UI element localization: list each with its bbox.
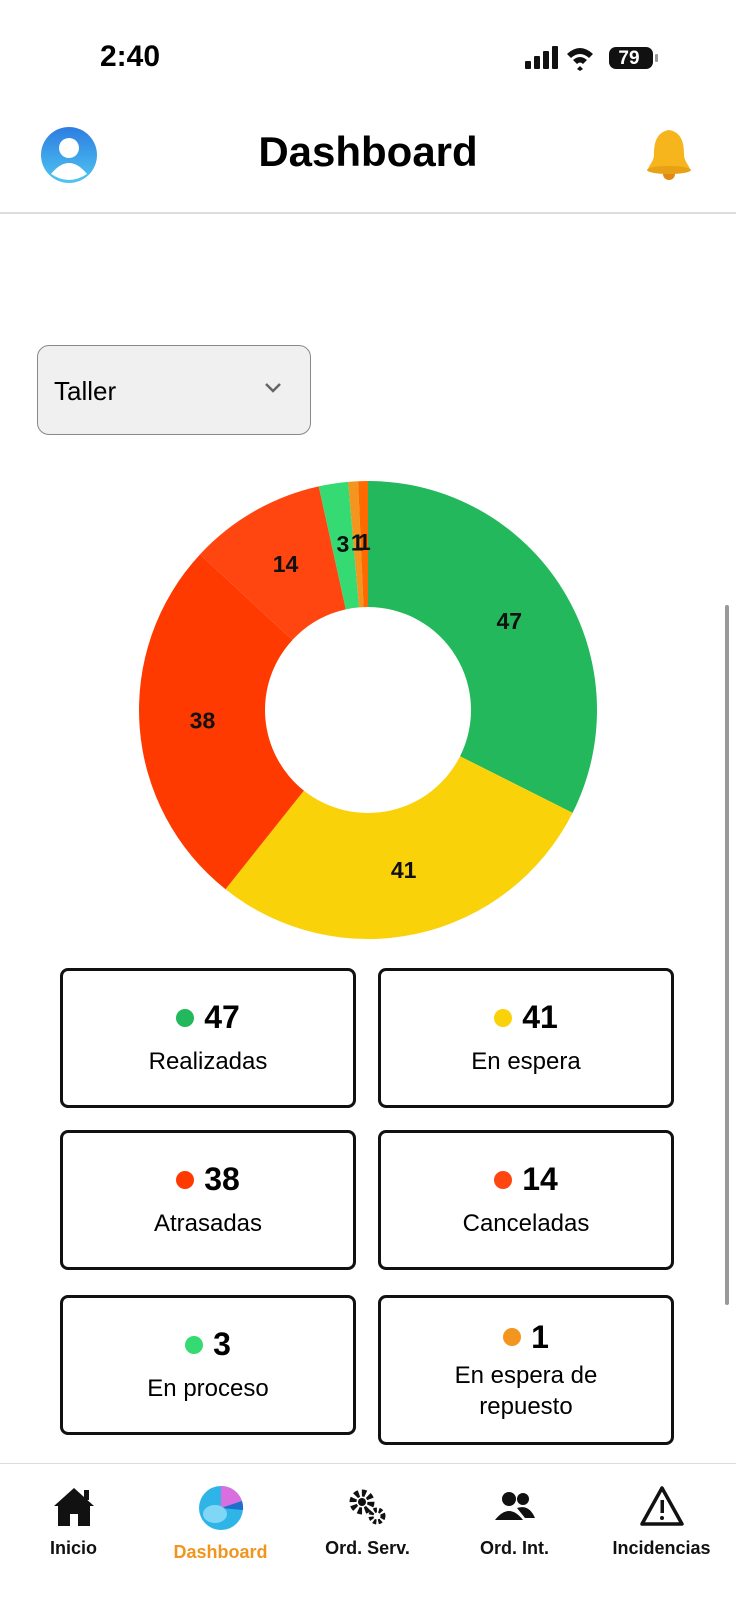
card-value-row: 41 <box>494 999 558 1036</box>
card-label: En proceso <box>147 1375 269 1402</box>
nav-item[interactable]: Incidencias <box>588 1470 735 1559</box>
nav-icon <box>53 1488 94 1526</box>
donut-slice <box>200 486 346 640</box>
card-dot <box>176 1170 195 1189</box>
scrollbar <box>725 605 729 1305</box>
card-value-row: 14 <box>494 1161 558 1198</box>
card-label: Canceladas <box>462 1210 590 1237</box>
slice-label: 41 <box>391 857 417 883</box>
card-value: 47 <box>204 999 240 1035</box>
donut-slice <box>139 554 304 890</box>
status-card[interactable]: 47 Realizadas <box>60 968 356 1108</box>
nav-label: Ord. Serv. <box>325 1538 410 1558</box>
status-card[interactable]: 41 En espera <box>378 968 674 1108</box>
nav-item[interactable]: Ord. Int. <box>441 1470 588 1559</box>
card-dot <box>503 1328 522 1346</box>
nav-icon <box>639 1486 684 1526</box>
card-label: En espera <box>471 1048 581 1075</box>
card-value-row: 3 <box>185 1326 231 1363</box>
card-value: 41 <box>522 999 558 1035</box>
status-card[interactable]: 38 Atrasadas <box>60 1130 356 1270</box>
nav-icon <box>349 1489 385 1525</box>
donut-slice <box>318 481 360 610</box>
slice-label: 3 <box>337 531 350 557</box>
nav-item[interactable]: Dashboard <box>147 1470 294 1563</box>
header-divider <box>0 212 736 214</box>
nav-icon <box>494 1492 535 1520</box>
donut-slice <box>358 481 368 608</box>
card-value: 3 <box>213 1326 231 1362</box>
status-time: 2:40 <box>100 40 161 73</box>
card-value-row: 47 <box>176 999 240 1036</box>
nav-label: Incidencias <box>612 1538 711 1558</box>
card-label: Atrasadas <box>153 1210 263 1237</box>
dropdown-chevron <box>265 383 281 393</box>
status-card[interactable]: 1 En espera de repuesto <box>378 1295 674 1445</box>
card-label: Realizadas <box>148 1048 268 1075</box>
card-value: 14 <box>522 1161 558 1197</box>
donut-slice <box>348 481 364 608</box>
card-dot <box>185 1335 204 1354</box>
donut-slice <box>368 481 598 813</box>
nav-item[interactable]: Inicio <box>0 1470 147 1559</box>
nav-item[interactable]: Ord. Serv. <box>294 1470 441 1559</box>
status-icons: 79 <box>525 46 658 71</box>
notifications-bell[interactable] <box>642 126 696 182</box>
profile-avatar[interactable] <box>40 126 98 184</box>
slice-label: 38 <box>190 708 216 734</box>
donut-chart: 47 41 38 14 3 11 <box>139 481 598 939</box>
card-value: 1 <box>531 1318 549 1355</box>
page-title: Dashboard <box>258 128 478 175</box>
nav-label: Ord. Int. <box>480 1538 549 1558</box>
donut-slice <box>225 756 573 939</box>
status-card[interactable]: 14 Canceladas <box>378 1130 674 1270</box>
nav-label: Dashboard <box>173 1542 268 1562</box>
filter-value: Taller <box>54 376 117 406</box>
slice-label: 1 <box>351 529 364 555</box>
card-value-row: 1 <box>503 1319 549 1356</box>
slice-label: 14 <box>273 551 299 577</box>
slice-label: 1 <box>358 529 371 555</box>
card-dot <box>176 1008 195 1027</box>
card-dot <box>494 1008 513 1027</box>
battery-level: 79 <box>618 48 639 69</box>
card-value-row: 38 <box>176 1161 240 1198</box>
card-label: En espera de repuesto <box>454 1361 598 1420</box>
slice-label: 47 <box>497 608 523 634</box>
card-value: 38 <box>204 1161 240 1197</box>
card-dot <box>494 1170 513 1189</box>
status-card[interactable]: 3 En proceso <box>60 1295 356 1435</box>
bottom-nav <box>0 1463 736 1600</box>
filter-dropdown[interactable]: Taller <box>37 345 311 435</box>
nav-label: Inicio <box>49 1538 97 1558</box>
nav-icon <box>198 1485 243 1530</box>
